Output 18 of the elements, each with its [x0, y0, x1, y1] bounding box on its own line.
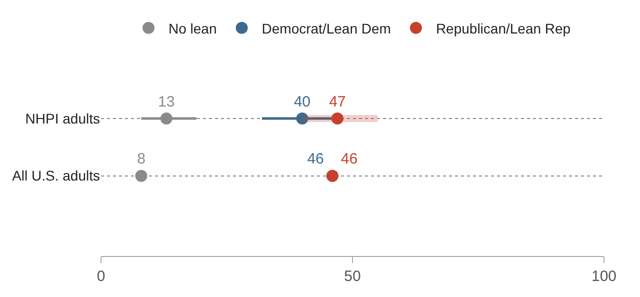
y-tick-label: NHPI adults: [25, 110, 100, 126]
data-label: 47: [329, 93, 346, 110]
point: [160, 112, 172, 125]
legend-label: Democrat/Lean Dem: [262, 20, 391, 36]
data-label: 13: [158, 93, 175, 110]
legend-label: No lean: [168, 20, 217, 36]
point: [331, 112, 344, 125]
x-tick-label: 0: [96, 268, 106, 285]
x-tick-label: 100: [591, 268, 617, 285]
y-tick-label: All U.S. adults: [12, 168, 100, 184]
x-tick-label: 50: [344, 268, 361, 285]
point: [135, 170, 148, 182]
point: [296, 112, 308, 125]
data-label: 46: [307, 150, 324, 168]
data-label: 8: [137, 150, 146, 168]
legend-label: Republican/Lean Rep: [436, 20, 571, 36]
data-label: 40: [294, 93, 311, 110]
data-label: 46: [340, 150, 358, 168]
